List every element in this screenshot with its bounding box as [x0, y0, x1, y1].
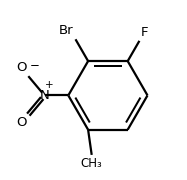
Text: +: + [45, 80, 54, 90]
Text: O: O [16, 61, 27, 74]
Text: F: F [141, 26, 149, 39]
Text: CH₃: CH₃ [81, 157, 103, 170]
Text: Br: Br [59, 24, 74, 37]
Text: N: N [40, 89, 50, 102]
Text: O: O [16, 116, 27, 129]
Text: −: − [30, 59, 40, 72]
